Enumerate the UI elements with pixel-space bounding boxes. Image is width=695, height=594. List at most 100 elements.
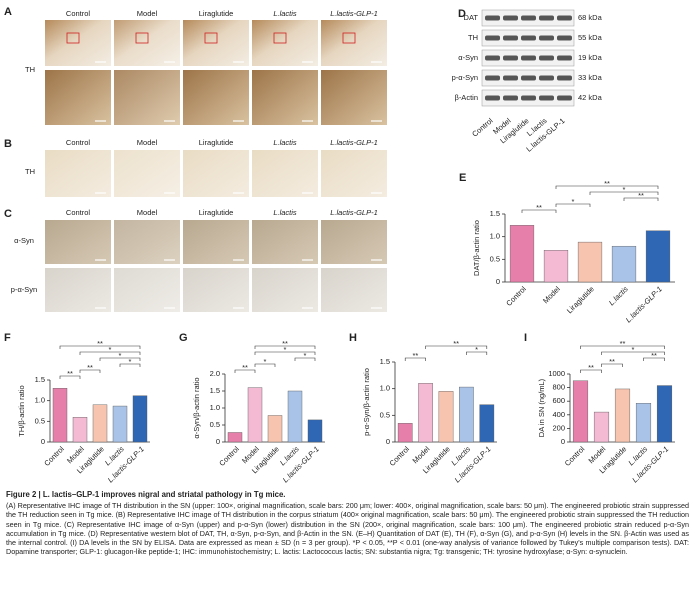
bar — [92, 404, 108, 443]
y-tick-label: 400 — [552, 410, 565, 419]
blot-band — [539, 55, 554, 61]
bar — [397, 423, 413, 443]
significance-label: * — [109, 345, 112, 354]
figure: A TH B TH C α-Syn p-α-Syn D Control Model… — [4, 6, 675, 484]
blot-label: DAT — [464, 13, 479, 22]
significance-bracket — [580, 369, 602, 373]
bar — [227, 432, 243, 443]
significance-label: * — [475, 345, 478, 354]
significance-label: * — [264, 357, 267, 366]
y-axis-label: p-α-Syn/β-actin ratio — [362, 368, 371, 436]
panel-letter: G — [179, 332, 188, 344]
significance-label: ** — [87, 363, 93, 372]
column-heading: L.lactis-GLP-1 — [330, 208, 378, 217]
bar — [645, 230, 671, 283]
x-tick-label: Control — [217, 444, 241, 468]
significance-bracket — [119, 363, 141, 367]
row-label: p-α-Syn — [11, 285, 37, 294]
bar — [307, 419, 323, 443]
micrograph — [45, 268, 111, 312]
blot-band — [557, 95, 572, 101]
blot-band — [557, 35, 572, 41]
panel-letter: D — [458, 8, 466, 20]
y-axis-label: DA in SN (ng/mL) — [537, 378, 546, 437]
bar — [509, 225, 535, 283]
micrograph — [321, 150, 387, 197]
significance-label: ** — [638, 191, 644, 200]
significance-bracket — [623, 197, 659, 201]
y-tick-label: 800 — [552, 383, 565, 392]
x-tick-label: Control — [42, 444, 66, 468]
micrograph — [183, 268, 249, 312]
y-tick-label: 1.0 — [35, 396, 45, 405]
y-tick-label: 1.5 — [490, 209, 500, 218]
significance-label: ** — [282, 339, 288, 348]
significance-bracket — [79, 351, 141, 355]
panel-letter: C — [4, 208, 12, 220]
y-tick-label: 200 — [552, 423, 565, 432]
bar — [438, 391, 454, 443]
y-tick-label: 0 — [561, 437, 565, 446]
micrograph — [321, 70, 387, 125]
y-tick-label: 0.5 — [380, 410, 390, 419]
y-tick-label: 1.5 — [380, 357, 390, 366]
y-tick-label: 1.0 — [210, 403, 220, 412]
caption-title: Figure 2 | L. lactis–GLP-1 improves nigr… — [6, 490, 286, 499]
bar — [459, 386, 474, 443]
inset-box — [66, 32, 80, 44]
x-tick-label: Control — [504, 284, 528, 308]
row-label: TH — [25, 65, 35, 74]
blot-band — [521, 35, 536, 41]
significance-label: * — [632, 345, 635, 354]
significance-bracket — [466, 351, 488, 355]
micrograph — [183, 220, 249, 264]
row-label: α-Syn — [14, 236, 34, 245]
x-tick-label: Control — [388, 444, 412, 468]
column-heading: Model — [137, 9, 158, 18]
x-tick-label: Control — [563, 444, 587, 468]
column-heading: L.lactis — [273, 208, 297, 217]
column-heading: Control — [66, 9, 91, 18]
bar — [247, 387, 263, 443]
significance-label: ** — [609, 357, 615, 366]
inset-box — [273, 32, 287, 44]
y-tick-label: 2.0 — [210, 369, 220, 378]
y-axis-label: DAT/β-actin ratio — [472, 220, 481, 276]
inset-box — [342, 32, 356, 44]
significance-label: ** — [604, 179, 610, 188]
panel-letter: I — [524, 332, 527, 344]
column-heading: Model — [137, 138, 158, 147]
significance-label: * — [623, 185, 626, 194]
bar — [72, 417, 88, 443]
blot-band — [539, 95, 554, 101]
significance-bracket — [601, 363, 623, 367]
blot-band — [485, 75, 500, 81]
significance-bracket — [99, 357, 141, 361]
blot-band — [503, 55, 518, 61]
panel-letter: E — [459, 172, 466, 184]
significance-bracket — [254, 351, 316, 355]
panel-letter: A — [4, 6, 12, 18]
blot-size: 33 kDa — [578, 73, 603, 82]
panel-letter: F — [4, 332, 11, 344]
blot-label: p-α-Syn — [452, 73, 478, 82]
inset-box — [204, 32, 218, 44]
blot-band — [539, 15, 554, 21]
column-heading: Liraglutide — [199, 138, 234, 147]
y-tick-label: 1.5 — [210, 386, 220, 395]
micrograph — [252, 268, 318, 312]
y-tick-label: 0 — [496, 277, 500, 286]
significance-label: ** — [97, 339, 103, 348]
significance-label: ** — [536, 203, 542, 212]
y-tick-label: 0.5 — [35, 416, 45, 425]
bar — [611, 245, 637, 283]
significance-bracket — [234, 369, 256, 373]
bar — [287, 390, 303, 443]
panel-letter: H — [349, 332, 357, 344]
row-label: TH — [25, 167, 35, 176]
y-tick-label: 0 — [41, 437, 45, 446]
bar — [418, 383, 433, 443]
blot-band — [485, 95, 500, 101]
y-tick-label: 1.0 — [380, 384, 390, 393]
